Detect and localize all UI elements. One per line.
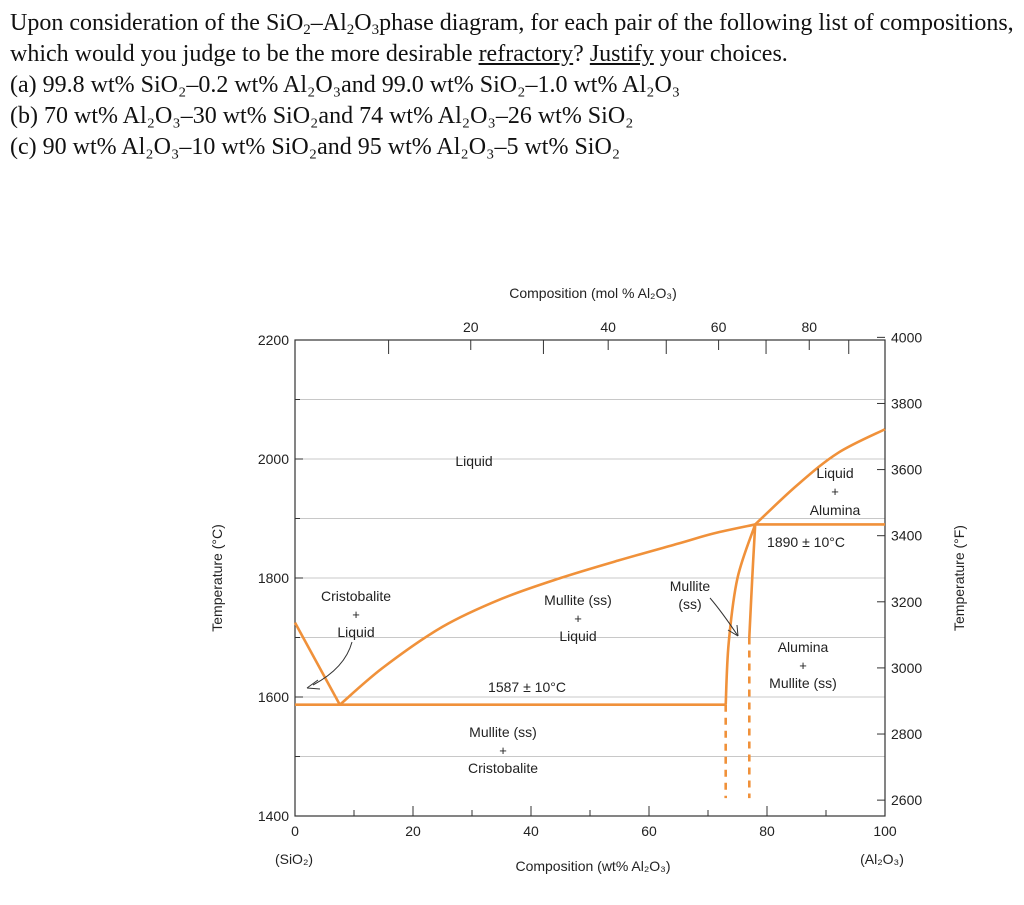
label-peritectic: 1890 ± 10°C [767,534,845,550]
label-cristobalite-1: Cristobalite [321,588,391,604]
label-mullite-ss-2: (ss) [678,596,701,612]
label-alumina-mullite-3: Mullite (ss) [769,675,837,691]
label-mullite-crist-3: Cristobalite [468,760,538,776]
top-tick-label: 60 [711,319,727,335]
justify-underlined: Justify [589,41,654,67]
left-tick-label: 2000 [258,451,289,467]
intro-sub: 3 [371,22,380,38]
bottom-tick-label: 80 [759,823,775,839]
question-item-b: (b) 70 wt% Al₂O₃–30 wt% SiO₂and 74 wt% A… [10,103,634,129]
bottom-tick-label: 0 [291,823,299,839]
right-tick-label: 3800 [891,395,922,411]
ticks-layer [294,336,886,817]
right-tick-label: 3400 [891,528,922,544]
boundary-mullite-liquidus [338,523,756,706]
endpoint-sio2: (SiO₂) [275,851,313,867]
left-tick-label: 1800 [258,570,289,586]
top-tick-label: 80 [801,319,817,335]
intro-part: phase diagram, for each pair of the foll… [10,10,1014,67]
question-item-c: (c) 90 wt% Al₂O₃–10 wt% SiO₂and 95 wt% A… [10,134,621,160]
left-tick-label: 1600 [258,689,289,705]
boundary-mullite-solvus-left [724,524,757,705]
left-axis-title: Temperature (°C) [209,524,225,632]
label-liquid: Liquid [455,453,492,469]
intro-part: ? [573,41,590,67]
right-tick-label: 2600 [891,792,922,808]
question-text: Upon consideration of the SiO2–Al2O3phas… [10,8,1014,163]
boundary-cristobalite-liquidus [293,622,341,706]
question-intro: Upon consideration of the SiO2–Al2O3phas… [10,8,1014,70]
bottom-tick-label: 100 [873,823,897,839]
bottom-axis-title: Composition (wt% Al₂O₃) [515,858,670,874]
bottom-tick-label: 40 [523,823,539,839]
label-cristobalite-3: Liquid [337,624,374,640]
right-tick-label: 2800 [891,726,922,742]
pointer-arrowhead-mullite [727,624,739,637]
intro-sub: 2 [303,22,311,38]
label-mullite-crist-2: + [499,743,507,758]
pointer-arrow-mullite [709,597,739,637]
boundary-mullite-solvus-right [748,524,757,638]
left-tick-label: 2200 [258,332,289,348]
label-alumina-mullite-2: + [799,658,807,673]
right-tick-label: 4000 [891,329,922,345]
plot-frame [294,339,886,817]
right-tick-label: 3000 [891,660,922,676]
intro-part: O [354,10,372,36]
axis-labels: 1400 1600 1800 2000 2200 2600 2800 3000 3200 3400… [258,319,923,839]
boundary-alumina-liquidus [754,428,886,526]
refractory-underlined: refractory [478,41,574,67]
intro-part: Upon consideration of the SiO [10,10,304,36]
right-tick-label: 3200 [891,594,922,610]
bottom-tick-label: 20 [405,823,421,839]
top-axis-title: Composition (mol % Al₂O₃) [509,285,677,301]
label-eutectic: 1587 ± 10°C [488,679,566,695]
top-tick-label: 40 [600,319,616,335]
label-cristobalite-2: + [352,607,360,622]
label-mullite-liquid-2: + [574,611,582,626]
pointer-arrowhead-cristobalite [306,679,321,690]
question-item-a: (a) 99.8 wt% SiO₂–0.2 wt% Al₂O₃and 99.0 … [10,72,681,98]
right-axis-title: Temperature (°F) [951,525,967,631]
intro-part: –Al [310,10,347,36]
pointer-arrow-cristobalite [312,641,353,686]
grid-layer [295,399,885,757]
intro-part: your choices. [653,41,788,67]
intro-sub: 2 [346,22,355,38]
right-tick-label: 3600 [891,462,922,478]
endpoint-al2o3: (Al₂O₃) [860,851,904,867]
label-mullite-ss-1: Mullite [670,578,711,594]
label-alumina-mullite-1: Alumina [778,639,829,655]
label-liquid-alumina-1: Liquid [816,465,853,481]
label-liquid-alumina-3: Alumina [810,502,861,518]
phase-boundaries [293,428,886,799]
bottom-tick-label: 60 [641,823,657,839]
top-tick-label: 20 [463,319,479,335]
label-mullite-crist-1: Mullite (ss) [469,724,537,740]
label-mullite-liquid-1: Mullite (ss) [544,592,612,608]
label-mullite-liquid-3: Liquid [559,628,596,644]
label-liquid-alumina-2: + [831,484,839,499]
left-tick-label: 1400 [258,808,289,824]
